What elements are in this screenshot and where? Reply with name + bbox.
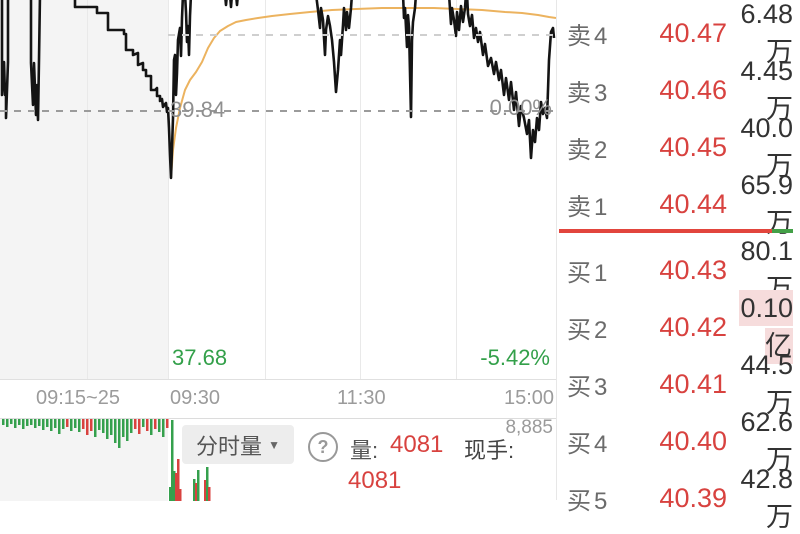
price-pane-bottom-border — [0, 379, 556, 380]
price-pane: 39.84 0.00% 37.68 -5.42% — [0, 0, 556, 380]
level-price: 40.47 — [659, 18, 727, 48]
ratio-bar-green — [771, 229, 793, 233]
level-price: 40.45 — [659, 132, 727, 162]
bid-row[interactable]: 买2 40.42 0.10亿 — [557, 289, 800, 364]
level-label: 买3 — [567, 374, 611, 401]
volume-legend-value: 4081 — [390, 431, 444, 458]
volume-pane: 8,885 分时量 ▼ ? 量: 4081 现手: 4081 — [0, 417, 556, 501]
gridline — [168, 0, 169, 380]
time-tick-0930: 09:30 — [170, 387, 221, 409]
prev-close-dashed-line — [0, 110, 553, 112]
level-price: 40.42 — [659, 312, 727, 342]
zero-percent-label: 0.00% — [489, 95, 552, 120]
volume-axis-max-label: 8,885 — [505, 417, 553, 438]
level-volume: 42.8万 — [740, 463, 793, 532]
level-volume: 0.10亿 — [727, 289, 800, 364]
help-icon[interactable]: ? — [308, 432, 338, 462]
order-book: 卖4 40.47 6.48万卖3 40.46 4.45万卖2 40.45 40.0万卖1 40… — [556, 0, 800, 532]
price-line-chart — [0, 0, 556, 180]
volume-mode-dropdown[interactable]: 分时量 ▼ — [182, 425, 294, 464]
ask-row[interactable]: 卖2 40.45 40.0万 — [557, 113, 800, 181]
gridline — [87, 0, 88, 380]
prev-close-price-label: 39.84 — [170, 97, 226, 122]
current-price-dashed-line — [168, 34, 553, 36]
level-label: 卖4 — [567, 23, 611, 50]
time-axis: 09:15~25 09:30 11:30 15:00 — [0, 380, 556, 418]
level-label: 卖2 — [567, 137, 611, 164]
bid-rows: 买1 40.43 80.1万买2 40.42 0.10亿买3 40.41 44.5万买4 40… — [557, 236, 800, 532]
level-price: 40.43 — [659, 255, 727, 285]
level-price: 40.44 — [659, 189, 727, 219]
gridline — [456, 0, 457, 380]
level-volume: 4.45万 — [740, 55, 793, 124]
volume-mode-label: 分时量 — [196, 433, 263, 459]
volume-legend-label: 量: — [350, 438, 379, 463]
level-volume: 62.6万 — [740, 406, 793, 475]
level-label: 买5 — [567, 488, 611, 515]
level-price: 40.41 — [659, 369, 727, 399]
ask-rows: 卖4 40.47 6.48万卖3 40.46 4.45万卖2 40.45 40.0万卖1 40… — [557, 0, 800, 238]
bid-row[interactable]: 买3 40.41 44.5万 — [557, 350, 800, 418]
gridline — [265, 0, 266, 380]
level-volume: 80.1万 — [740, 235, 793, 304]
level-price: 40.39 — [659, 483, 727, 513]
axis-low-price-label: 37.68 — [172, 345, 228, 370]
bid-row[interactable]: 买1 40.43 80.1万 — [557, 236, 800, 304]
level-label: 买1 — [567, 260, 611, 287]
gridline — [360, 0, 361, 380]
ask-row[interactable]: 卖1 40.44 65.9万 — [557, 170, 800, 238]
bid-ask-ratio-bar — [559, 229, 793, 233]
ask-row[interactable]: 卖4 40.47 6.48万 — [557, 0, 800, 67]
axis-low-percent-label: -5.42% — [480, 345, 550, 370]
volume-legend-value-2: 4081 — [348, 467, 402, 494]
bid-row[interactable]: 买4 40.40 62.6万 — [557, 407, 800, 475]
level-price: 40.40 — [659, 426, 727, 456]
bid-row[interactable]: 买5 40.39 42.8万 — [557, 464, 800, 532]
time-tick-1130: 11:30 — [337, 387, 386, 409]
level-volume: 44.5万 — [740, 349, 793, 418]
volume-bars — [2, 419, 211, 501]
time-tick-auction: 09:15~25 — [36, 387, 120, 409]
level-volume: 6.48万 — [740, 0, 793, 67]
level-price: 40.46 — [659, 75, 727, 105]
current-hand-label: 现手: — [464, 438, 515, 463]
chevron-down-icon: ▼ — [268, 437, 280, 452]
ask-row[interactable]: 卖3 40.46 4.45万 — [557, 56, 800, 124]
level-label: 买4 — [567, 431, 611, 458]
level-label: 卖3 — [567, 80, 611, 107]
level-label: 买2 — [567, 317, 611, 344]
level-volume: 40.0万 — [740, 112, 793, 181]
ratio-bar-red — [559, 229, 772, 233]
intraday-chart-panel: 39.84 0.00% 37.68 -5.42% 09:15~25 09:30 … — [0, 0, 556, 501]
time-tick-1500: 15:00 — [504, 387, 555, 409]
level-label: 卖1 — [567, 194, 611, 221]
